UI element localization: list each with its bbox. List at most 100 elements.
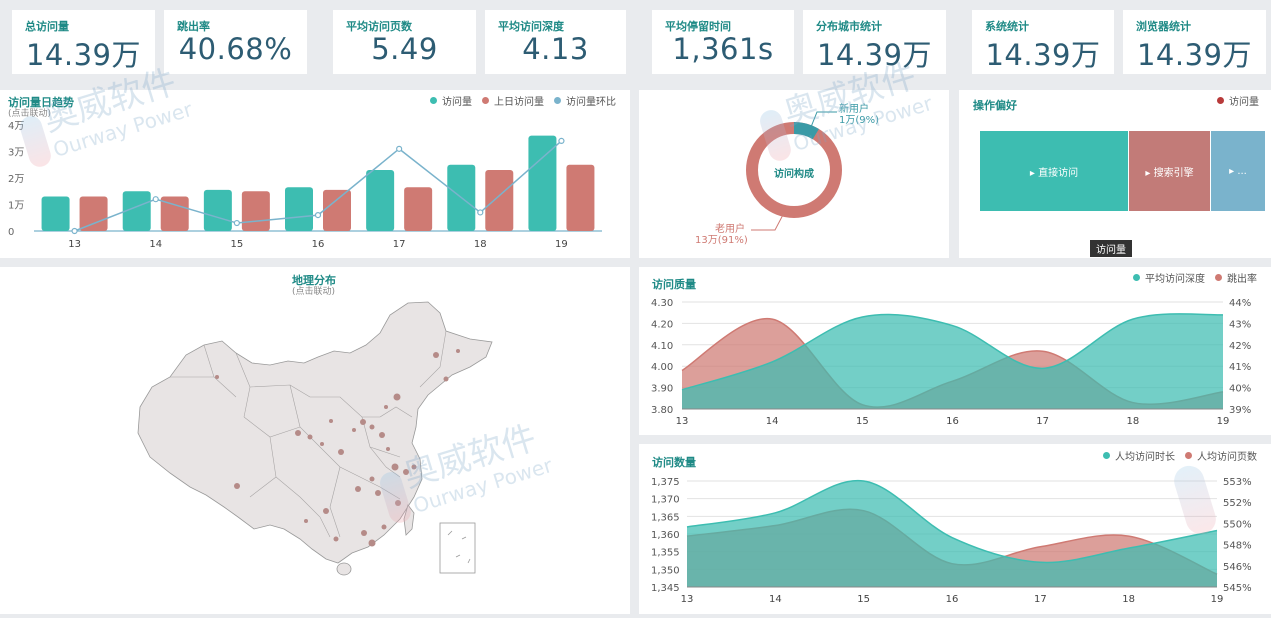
city-marker[interactable] — [352, 428, 356, 432]
new-user-value: 1万(9%) — [839, 115, 880, 126]
city-marker[interactable] — [323, 508, 329, 514]
treemap-tile-direct[interactable]: ▸ 直接访问 — [980, 131, 1129, 211]
legend-item-pages[interactable]: 人均访问页数 — [1185, 448, 1257, 463]
x-tick-label: 18 — [1122, 594, 1135, 605]
map-hainan[interactable] — [336, 562, 352, 576]
donut-slice-new[interactable] — [793, 122, 819, 140]
x-tick-label: 14 — [769, 594, 782, 605]
y-right-tick-label: 548% — [1223, 541, 1252, 552]
label-leader-old — [751, 210, 786, 231]
kpi-card-bounce-rate[interactable]: 跳出率 40.68% — [164, 10, 307, 74]
treemap-tile-search[interactable]: ▸ 搜索引擎 — [1129, 131, 1211, 211]
city-marker[interactable] — [375, 490, 381, 496]
y-tick-label: 0 — [8, 227, 14, 238]
city-marker[interactable] — [391, 463, 399, 471]
legend-item-ratio[interactable]: 访问量环比 — [554, 93, 616, 108]
y-left-tick-label: 3.90 — [651, 384, 673, 395]
city-marker[interactable] — [395, 500, 401, 506]
map-taiwan[interactable] — [403, 504, 415, 536]
y-left-tick-label: 4.20 — [651, 319, 673, 330]
y-left-tick-label: 1,365 — [651, 512, 680, 523]
legend-item-duration[interactable]: 人均访问时长 — [1103, 448, 1175, 463]
map-south-sea-inset — [439, 522, 476, 574]
kpi-label: 平均访问页数 — [346, 20, 412, 33]
city-marker[interactable] — [215, 375, 219, 379]
legend-label: 平均访问深度 — [1145, 274, 1205, 285]
city-marker[interactable] — [320, 442, 324, 446]
bar-visits — [203, 189, 232, 231]
city-marker[interactable] — [304, 519, 308, 523]
x-tick-label: 13 — [681, 594, 694, 605]
city-marker[interactable] — [384, 405, 388, 409]
kpi-card-city-stats[interactable]: 分布城市统计 14.39万 — [803, 10, 946, 74]
kpi-card-total-visits[interactable]: 总访问量 14.39万 — [12, 10, 155, 74]
city-marker[interactable] — [368, 539, 376, 547]
city-marker[interactable] — [355, 486, 361, 492]
x-tick-label: 14 — [149, 239, 162, 250]
kpi-card-browser-stats[interactable]: 浏览器统计 14.39万 — [1123, 10, 1266, 74]
treemap-tile-other[interactable]: ▸ ... — [1211, 131, 1265, 211]
geo-title: 地理分布 — [292, 274, 336, 287]
trend-chart[interactable]: 0 1万 2万 3万 4万 13 14 15 16 17 18 19 — [0, 90, 630, 258]
kpi-card-system-stats[interactable]: 系统统计 14.39万 — [972, 10, 1114, 74]
city-marker[interactable] — [411, 464, 417, 470]
y-left-tick-label: 4.00 — [651, 362, 673, 373]
china-map[interactable] — [0, 267, 630, 614]
city-marker[interactable] — [360, 419, 366, 425]
city-marker[interactable] — [329, 419, 333, 423]
kpi-value: 5.49 — [371, 32, 438, 66]
quantity-chart[interactable]: 1,345 1,350 1,355 1,360 1,365 1,370 1,375 545% 5… — [639, 444, 1271, 614]
kpi-label: 平均访问深度 — [498, 20, 564, 33]
city-marker[interactable] — [295, 430, 301, 436]
legend-label: 跳出率 — [1227, 274, 1257, 285]
y-left-tick-label: 4.30 — [651, 298, 673, 309]
city-marker[interactable] — [369, 424, 375, 430]
kpi-card-avg-pages[interactable]: 平均访问页数 5.49 — [333, 10, 476, 74]
city-marker[interactable] — [456, 349, 460, 353]
y-right-tick-label: 553% — [1223, 477, 1252, 488]
legend-item-depth[interactable]: 平均访问深度 — [1133, 270, 1205, 285]
city-marker[interactable] — [234, 483, 240, 489]
city-marker[interactable] — [393, 393, 401, 401]
city-marker[interactable] — [433, 352, 439, 358]
city-marker[interactable] — [338, 449, 344, 455]
y-right-tick-label: 552% — [1223, 498, 1252, 509]
line-ratio-point — [152, 196, 159, 203]
y-tick-label: 3万 — [8, 148, 24, 159]
city-marker[interactable] — [381, 524, 387, 530]
treemap-tooltip: 访问量 — [1090, 240, 1132, 257]
line-series-primary — [681, 313, 1224, 391]
map-mainland[interactable] — [137, 301, 493, 564]
city-marker[interactable] — [443, 376, 449, 382]
y-right-tick-label: 39% — [1229, 405, 1251, 416]
x-tick-label: 19 — [1211, 594, 1224, 605]
bar-visits — [366, 170, 395, 231]
city-marker[interactable] — [307, 434, 313, 440]
city-marker[interactable] — [386, 447, 390, 451]
y-left-tick-label: 1,345 — [651, 583, 680, 594]
legend-item-prev-day[interactable]: 上日访问量 — [482, 93, 544, 108]
bar-prev-day — [323, 189, 351, 231]
preference-legend[interactable]: 访问量 — [1217, 93, 1259, 108]
kpi-card-avg-duration[interactable]: 平均停留时间 1,361s — [652, 10, 794, 74]
quality-panel: 访问质量 平均访问深度 跳出率 3.80 3.90 4.00 4.10 4.20 4.30… — [639, 267, 1271, 435]
city-marker[interactable] — [333, 536, 339, 542]
kpi-label: 浏览器统计 — [1136, 20, 1191, 33]
composition-donut-chart[interactable] — [639, 90, 949, 258]
donut-center-label: 访问构成 — [774, 169, 814, 180]
city-marker[interactable] — [369, 476, 375, 482]
bar-prev-day — [241, 191, 270, 231]
legend-label: 访问量环比 — [566, 97, 616, 108]
city-marker[interactable] — [361, 530, 367, 536]
legend-item-visits[interactable]: 访问量 — [430, 93, 472, 108]
legend-item-bounce[interactable]: 跳出率 — [1215, 270, 1257, 285]
kpi-value: 4.13 — [522, 32, 589, 66]
city-marker[interactable] — [403, 469, 409, 475]
south-sea-islands — [447, 530, 471, 564]
y-right-tick-label: 43% — [1229, 319, 1251, 330]
quality-chart[interactable]: 3.80 3.90 4.00 4.10 4.20 4.30 39% 40% 41% 42% 43% 4… — [639, 267, 1271, 435]
map-province-lines — [170, 330, 447, 538]
kpi-card-avg-depth[interactable]: 平均访问深度 4.13 — [485, 10, 626, 74]
bar-prev-day — [79, 196, 108, 231]
city-marker[interactable] — [379, 432, 385, 438]
